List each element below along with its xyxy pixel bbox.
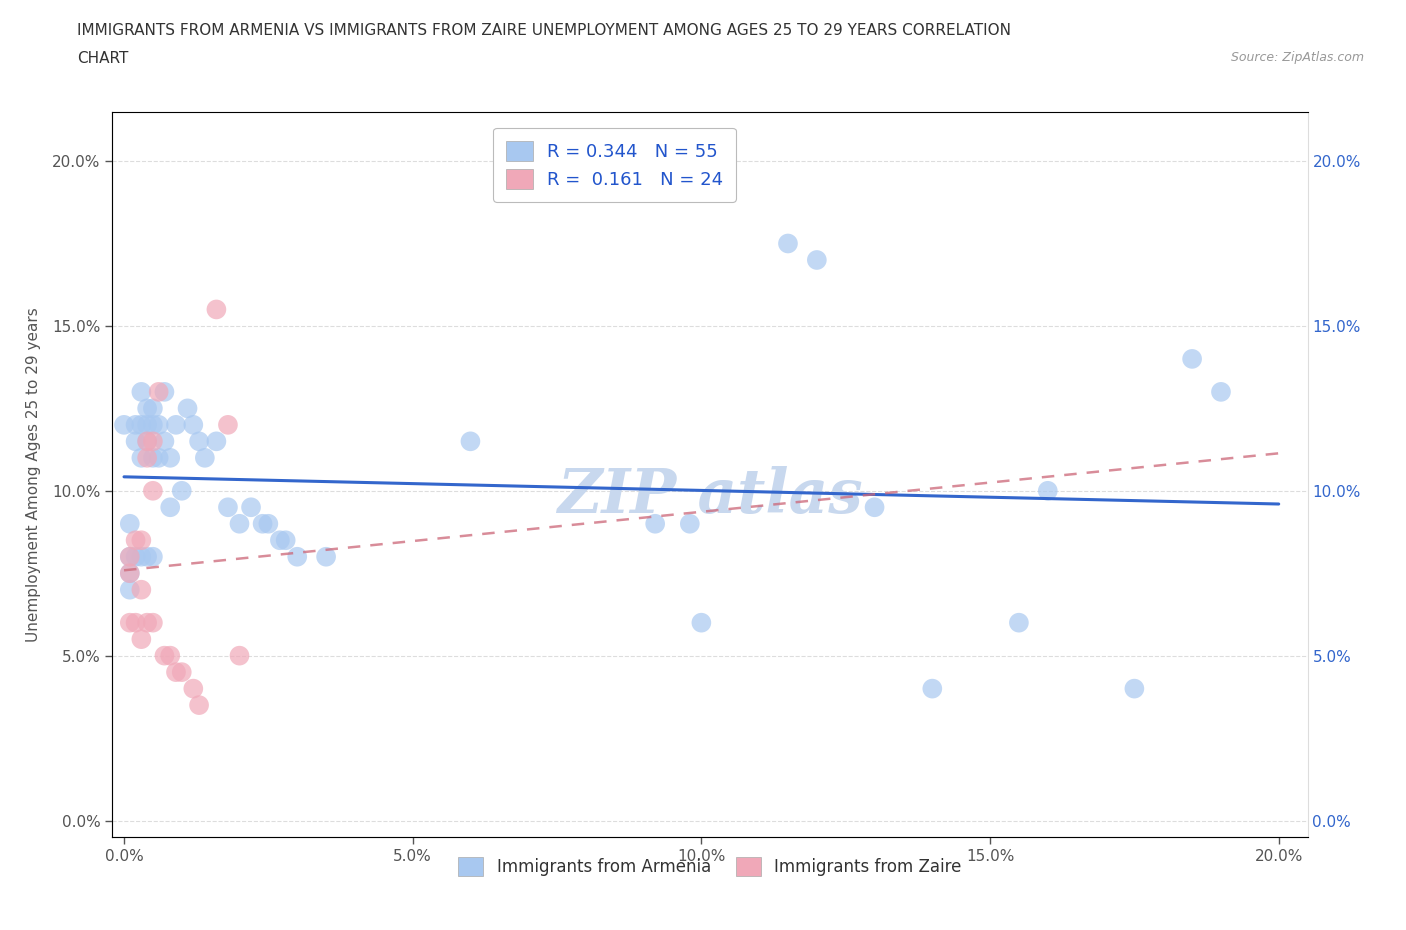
Point <box>181 418 204 432</box>
Point <box>228 516 250 531</box>
Point <box>205 302 228 317</box>
Point <box>315 550 337 565</box>
Point <box>142 418 165 432</box>
Text: CHART: CHART <box>77 51 129 66</box>
Point <box>644 516 666 531</box>
Point <box>153 648 176 663</box>
Point <box>240 499 263 514</box>
Point <box>205 434 228 449</box>
Point <box>188 434 211 449</box>
Point <box>131 550 153 565</box>
Point <box>118 565 141 580</box>
Point <box>136 450 159 465</box>
Point <box>1123 681 1146 696</box>
Point <box>136 616 159 631</box>
Point <box>124 434 146 449</box>
Point <box>285 550 308 565</box>
Point <box>176 401 198 416</box>
Point <box>131 450 153 465</box>
Point <box>148 384 170 399</box>
Point <box>170 484 193 498</box>
Text: IMMIGRANTS FROM ARMENIA VS IMMIGRANTS FROM ZAIRE UNEMPLOYMENT AMONG AGES 25 TO 2: IMMIGRANTS FROM ARMENIA VS IMMIGRANTS FR… <box>77 23 1011 38</box>
Point <box>131 631 153 646</box>
Point <box>131 384 153 399</box>
Point <box>136 418 159 432</box>
Point <box>1209 384 1232 399</box>
Point <box>159 648 181 663</box>
Point <box>118 616 141 631</box>
Point <box>806 253 828 268</box>
Point <box>124 533 146 548</box>
Point <box>142 616 165 631</box>
Point <box>118 516 141 531</box>
Point <box>142 484 165 498</box>
Point <box>863 499 886 514</box>
Point <box>142 434 165 449</box>
Point <box>148 418 170 432</box>
Point <box>142 550 165 565</box>
Point <box>690 616 713 631</box>
Point <box>257 516 280 531</box>
Point <box>131 582 153 597</box>
Point <box>194 450 217 465</box>
Point <box>921 681 943 696</box>
Point <box>124 418 146 432</box>
Text: Source: ZipAtlas.com: Source: ZipAtlas.com <box>1230 51 1364 64</box>
Y-axis label: Unemployment Among Ages 25 to 29 years: Unemployment Among Ages 25 to 29 years <box>27 307 41 642</box>
Point <box>148 450 170 465</box>
Point <box>274 533 297 548</box>
Point <box>136 434 159 449</box>
Point <box>124 550 146 565</box>
Point <box>131 533 153 548</box>
Point <box>153 384 176 399</box>
Point <box>153 434 176 449</box>
Point <box>118 582 141 597</box>
Point <box>159 499 181 514</box>
Point <box>181 681 204 696</box>
Point <box>124 616 146 631</box>
Point <box>170 665 193 680</box>
Point <box>136 434 159 449</box>
Text: ZIP atlas: ZIP atlas <box>557 466 863 526</box>
Point <box>1008 616 1031 631</box>
Point <box>159 450 181 465</box>
Point <box>136 550 159 565</box>
Point <box>118 565 141 580</box>
Point <box>460 434 482 449</box>
Point <box>165 665 187 680</box>
Point <box>217 499 239 514</box>
Point <box>269 533 291 548</box>
Point <box>112 418 135 432</box>
Point <box>228 648 250 663</box>
Point <box>136 401 159 416</box>
Point <box>1036 484 1059 498</box>
Point <box>252 516 274 531</box>
Point <box>776 236 799 251</box>
Point <box>131 418 153 432</box>
Point <box>165 418 187 432</box>
Point <box>118 550 141 565</box>
Point <box>188 698 211 712</box>
Point <box>118 550 141 565</box>
Point <box>1181 352 1204 366</box>
Point <box>679 516 702 531</box>
Point <box>217 418 239 432</box>
Point <box>142 401 165 416</box>
Legend: Immigrants from Armenia, Immigrants from Zaire: Immigrants from Armenia, Immigrants from… <box>451 851 969 884</box>
Point <box>142 450 165 465</box>
